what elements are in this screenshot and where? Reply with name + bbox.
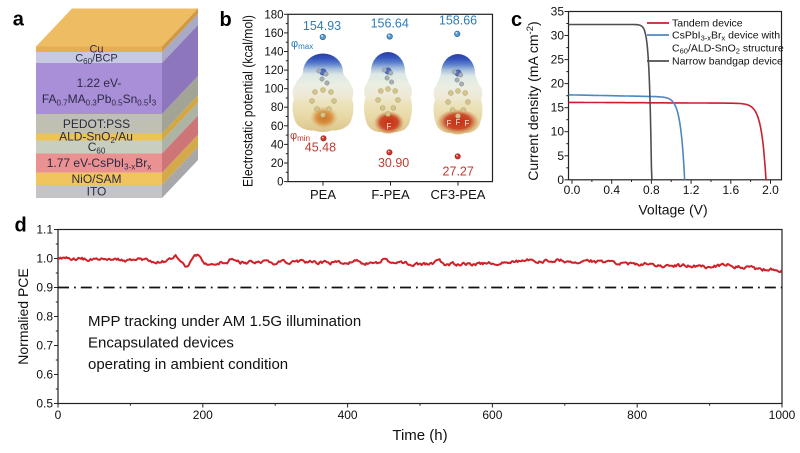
svg-text:0.7: 0.7	[36, 339, 53, 353]
svg-text:40: 40	[271, 139, 284, 151]
svg-text:27.27: 27.27	[443, 165, 474, 179]
svg-text:20: 20	[551, 77, 565, 91]
svg-text:1.1: 1.1	[36, 223, 53, 237]
svg-text:0: 0	[277, 177, 283, 189]
svg-text:25: 25	[551, 53, 565, 67]
svg-text:F-PEA: F-PEA	[371, 187, 410, 202]
svg-text:PEDOT:PSS: PEDOT:PSS	[63, 117, 130, 131]
svg-text:5: 5	[557, 149, 564, 163]
svg-text:600: 600	[482, 408, 502, 422]
svg-text:1.0: 1.0	[36, 252, 53, 266]
svg-text:c: c	[511, 9, 522, 31]
svg-text:60: 60	[271, 121, 284, 133]
svg-text:ALD-SnO2​/Au: ALD-SnO2​/Au	[59, 130, 133, 146]
svg-text:0.9: 0.9	[36, 281, 53, 295]
svg-text:45.48: 45.48	[305, 141, 336, 155]
svg-text:0.0: 0.0	[564, 183, 581, 197]
svg-text:156.64: 156.64	[371, 17, 409, 31]
svg-text:140: 140	[264, 46, 283, 58]
svg-text:0: 0	[557, 173, 564, 187]
svg-text:30: 30	[551, 29, 565, 43]
svg-text:CsPbI3-x​Brx​ device with: CsPbI3-x​Brx​ device with	[672, 30, 780, 43]
svg-text:80: 80	[271, 102, 284, 114]
svg-text:PEA: PEA	[310, 187, 336, 202]
svg-text:15: 15	[551, 101, 565, 115]
svg-text:0.8: 0.8	[643, 183, 660, 197]
svg-text:NiO/SAM: NiO/SAM	[71, 172, 121, 186]
svg-text:Time (h): Time (h)	[392, 427, 447, 444]
svg-text:Tandem device: Tandem device	[672, 18, 743, 30]
svg-text:CF3-PEA: CF3-PEA	[431, 187, 486, 202]
svg-text:1.6: 1.6	[722, 183, 739, 197]
svg-text:MPP tracking under AM 1.5G ill: MPP tracking under AM 1.5G illumination	[88, 313, 361, 330]
svg-text:F: F	[387, 122, 392, 131]
svg-text:400: 400	[338, 408, 358, 422]
svg-text:Cu: Cu	[89, 44, 103, 56]
svg-text:200: 200	[193, 408, 213, 422]
svg-text:100: 100	[264, 84, 283, 96]
svg-text:30.90: 30.90	[378, 156, 409, 170]
svg-text:154.93: 154.93	[303, 19, 341, 33]
svg-text:0.4: 0.4	[603, 183, 620, 197]
svg-text:FA0.7​MA0.3​Pb0.5​Sn0.5​I3​: FA0.7​MA0.3​Pb0.5​Sn0.5​I3​	[42, 92, 157, 108]
svg-text:800: 800	[627, 408, 647, 422]
svg-text:1.22 eV-: 1.22 eV-	[77, 76, 122, 90]
svg-text:120: 120	[264, 65, 283, 77]
svg-text:0.6: 0.6	[36, 368, 53, 382]
svg-text:Electrostatic potential (kcal/: Electrostatic potential (kcal/mol)	[240, 15, 256, 187]
svg-text:d: d	[15, 214, 27, 236]
svg-text:F: F	[447, 119, 452, 128]
svg-text:20: 20	[271, 158, 284, 170]
svg-text:b: b	[220, 9, 232, 31]
svg-text:Encapsulated devices: Encapsulated devices	[88, 335, 234, 352]
svg-text:φmin: φmin	[290, 130, 310, 143]
svg-text:0.8: 0.8	[36, 310, 53, 324]
svg-text:operating in ambient condition: operating in ambient condition	[88, 356, 288, 373]
svg-text:1.77 eV-CsPbI3-x​Brx​: 1.77 eV-CsPbI3-x​Brx​	[47, 156, 152, 172]
svg-text:35: 35	[551, 5, 565, 19]
svg-text:Narrow bandgap device: Narrow bandgap device	[672, 56, 783, 68]
svg-text:Normalied PCE: Normalied PCE	[15, 268, 31, 364]
svg-text:10: 10	[551, 125, 565, 139]
svg-text:0: 0	[55, 408, 62, 422]
svg-text:1000: 1000	[769, 408, 796, 422]
svg-text:F: F	[465, 119, 470, 128]
svg-text:C60​/ALD-SnO2​ structure: C60​/ALD-SnO2​ structure	[672, 43, 784, 56]
svg-text:2.0: 2.0	[762, 183, 779, 197]
svg-text:160: 160	[264, 28, 283, 40]
svg-text:1.2: 1.2	[683, 183, 700, 197]
svg-text:F: F	[456, 118, 461, 127]
svg-text:Current density (mA cm-2​): Current density (mA cm-2​)	[525, 21, 541, 180]
svg-text:φmax: φmax	[291, 38, 313, 51]
svg-text:ITO: ITO	[87, 185, 107, 199]
svg-text:0.5: 0.5	[36, 397, 53, 411]
svg-text:C60​/BCP: C60​/BCP	[75, 53, 118, 67]
svg-text:a: a	[13, 8, 25, 30]
svg-text:Voltage (V): Voltage (V)	[638, 202, 707, 218]
svg-text:158.66: 158.66	[439, 14, 477, 28]
svg-text:180: 180	[264, 9, 283, 21]
